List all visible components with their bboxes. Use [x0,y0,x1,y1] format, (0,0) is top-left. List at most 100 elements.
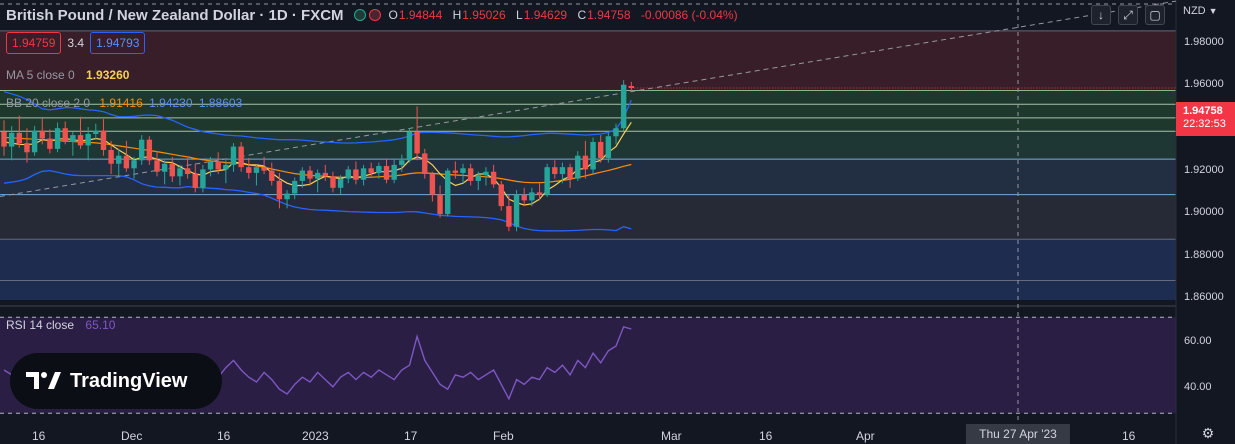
high-value: 1.95026 [462,8,506,22]
trendline [0,0,1177,197]
candle-body [429,174,436,195]
zone-band [0,90,1176,105]
trade-panel: 1.94759 3.4 1.94793 [6,32,146,54]
currency-label[interactable]: NZD ▼ [1183,5,1218,17]
candle-body [276,180,283,200]
candle-body [513,194,520,227]
candle-body [422,153,428,175]
candle-body [77,135,84,146]
candle-body [391,164,397,180]
symbol-title[interactable]: British Pound / New Zealand Dollar · 1D … [6,6,344,24]
candle-body [284,193,290,200]
candle-body [337,178,344,188]
fullscreen-icon[interactable]: ▢ [1145,5,1165,25]
market-status [353,9,381,21]
candle-body [169,163,175,177]
y-tick-label: 1.86000 [1184,291,1224,303]
candle-body [322,172,328,177]
rsi-legend[interactable]: RSI 14 close 65.10 [6,318,115,332]
gear-icon[interactable]: ⚙ [1201,425,1215,441]
low-value: 1.94629 [523,8,568,22]
y-tick-label: 1.96000 [1184,78,1224,90]
data-delay-icon [368,9,381,21]
y-tick-label: 1.92000 [1184,164,1224,176]
candle-body [299,170,306,181]
open-value: 1.94844 [398,8,443,22]
candle-body [383,166,390,180]
candle-body [314,172,321,179]
y-tick-label: 1.98000 [1184,36,1224,48]
candle-body [414,131,420,154]
zone-band [0,280,1176,300]
bb-label: BB 20 close 2 0 [6,96,91,110]
x-tick-label: 16 [32,429,46,443]
x-tick-label: 17 [404,429,418,443]
candle-body [575,155,581,179]
candle-body [376,166,382,173]
candle-body [16,132,22,144]
candle-body [146,139,153,161]
candle-body [269,170,275,181]
collapse-icon[interactable]: ⤢ [1118,5,1138,25]
candle-body [345,169,351,179]
candle-body [598,141,604,159]
bb-basis-value: 1.91416 [99,96,143,110]
candle-body [131,160,137,169]
candle-body [184,168,191,175]
candle-body [613,128,619,137]
sell-button[interactable]: 1.94759 [6,32,62,54]
bb-lower-value: 1.88603 [198,96,243,110]
candle-body [24,143,30,153]
arrow-down-icon[interactable]: ↓ [1091,5,1111,25]
candle-body [54,128,61,149]
candle-body [1,131,7,147]
candle-body [39,130,45,139]
candle-body [483,171,489,176]
zone-band [0,131,1176,160]
candle-body [475,175,481,181]
chevron-down-icon: ▼ [1208,6,1218,16]
ma-label: MA 5 close 0 [6,68,75,82]
candle-body [123,155,130,169]
bb-legend[interactable]: BB 20 close 2 0 1.91416 1.94230 1.88603 [6,96,242,110]
buy-button[interactable]: 1.94793 [90,32,146,54]
candle-body [215,161,221,170]
ma-legend[interactable]: MA 5 close 0 1.93260 [6,68,129,82]
candle-body [85,133,91,146]
candle-body [261,167,267,171]
candle-body [253,167,260,173]
candle-body [437,194,443,215]
candle-body [8,132,15,147]
x-tick-label: 16 [759,429,773,443]
candle-body [368,168,374,173]
candle-body [536,192,543,195]
candle-body [47,138,53,149]
zone-band [0,30,1176,91]
candle-body [223,164,229,170]
candle-body [139,139,145,161]
close-key: C [577,8,587,22]
candle-body [353,169,359,180]
candle-body [506,206,512,227]
candle-body [70,135,76,142]
rsi-tick-label: 60.00 [1184,335,1212,347]
candle-body [62,128,68,142]
zone-band [0,104,1176,118]
currency-text: NZD [1183,5,1206,17]
tradingview-logo[interactable]: TradingView [10,353,222,409]
candle-body [467,168,474,181]
x-tick-label: 2023 [302,429,329,443]
bb-upper-line [3,90,632,144]
candle-body [246,167,252,173]
candle-body [552,167,558,175]
candle-body [590,141,596,170]
candle-body [360,168,367,180]
candle-body [100,130,107,150]
tradingview-logo-icon [26,372,61,389]
high-key: H [452,8,462,22]
market-open-icon [353,9,366,21]
zone-band [0,239,1176,281]
candle-body [207,161,214,170]
candle-body [620,84,627,129]
